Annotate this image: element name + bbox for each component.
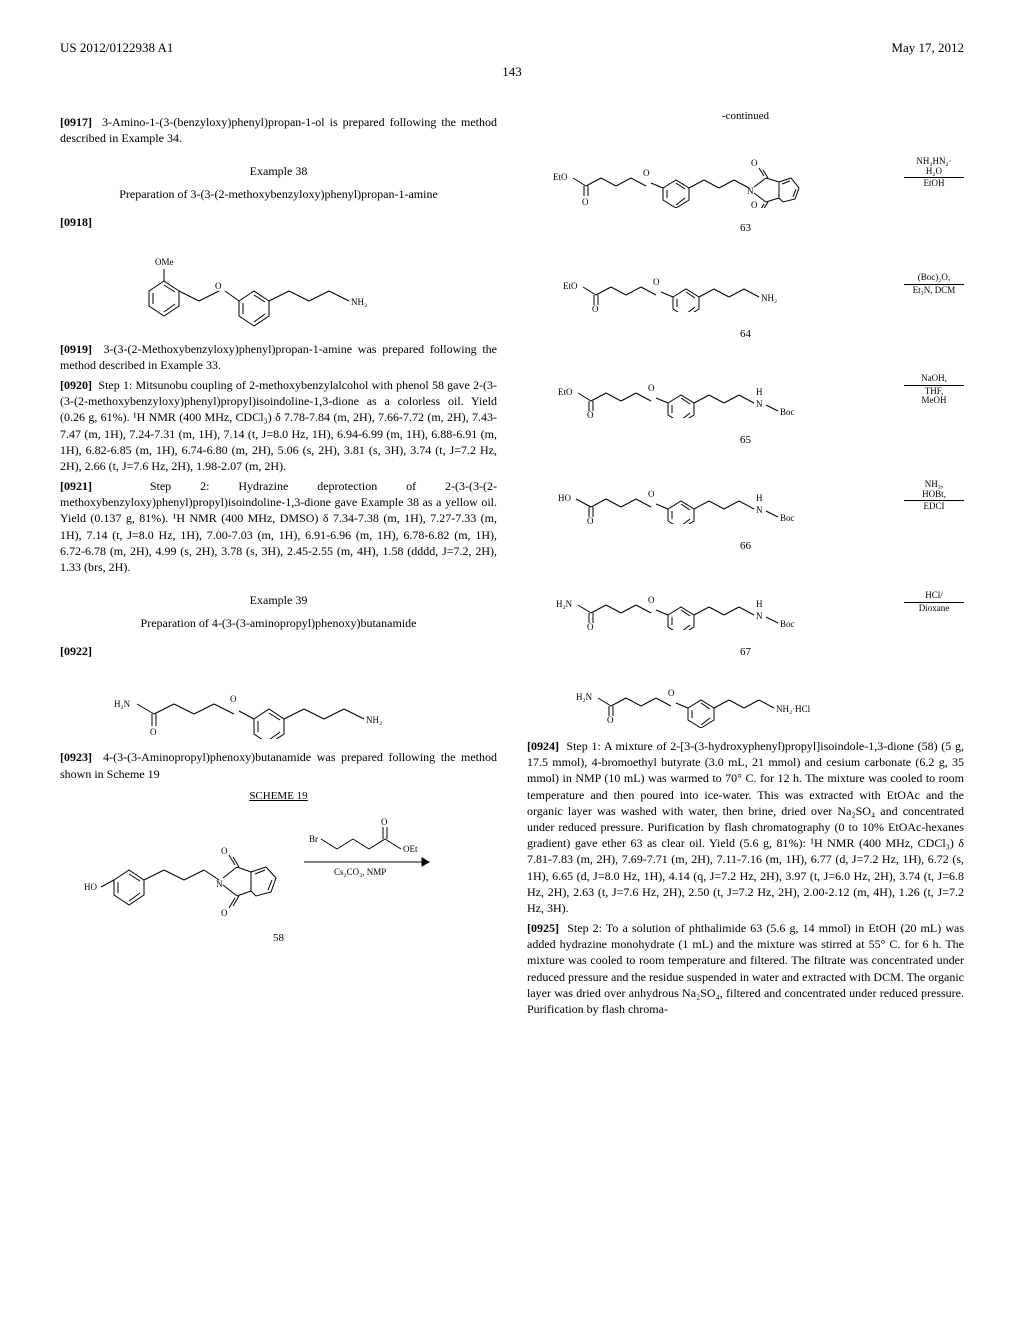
svg-text:O: O <box>587 410 594 418</box>
compound-64: 64 <box>527 328 964 340</box>
structure-67: H₂N O O H N <box>527 572 904 632</box>
para-0922: [0922] <box>60 643 497 659</box>
svg-text:O: O <box>582 197 589 207</box>
cond-65: NaOH, THF, MeOH <box>904 374 964 407</box>
svg-text:Br: Br <box>309 834 318 844</box>
svg-text:O: O <box>653 277 660 287</box>
structure-final: H₂N O O NH₂·HCl <box>527 668 964 728</box>
svg-text:N: N <box>747 186 754 196</box>
svg-text:OEt: OEt <box>403 844 418 854</box>
svg-text:EtO: EtO <box>558 387 573 397</box>
compound-67: 67 <box>527 646 964 658</box>
para-0917: [0917] 3-Amino-1-(3-(benzyloxy)phenyl)pr… <box>60 114 497 146</box>
svg-text:O: O <box>230 694 237 704</box>
svg-text:OMe: OMe <box>155 257 174 267</box>
svg-text:HO: HO <box>84 882 97 892</box>
svg-text:Boc: Boc <box>780 513 795 523</box>
example-39-title: Example 39 <box>60 593 497 608</box>
structure-65: EtO O O H N <box>527 360 904 420</box>
example-39-prep: Preparation of 4-(3-(3-aminopropyl)pheno… <box>60 616 497 631</box>
svg-text:O: O <box>751 158 758 168</box>
para-0925: [0925] Step 2: To a solution of phthalim… <box>527 920 964 1017</box>
svg-text:Boc: Boc <box>780 407 795 417</box>
compound-58: 58 <box>60 932 497 944</box>
svg-text:NH₂: NH₂ <box>761 293 777 303</box>
structure-ex39: H₂N O O NH₂ <box>60 669 497 739</box>
compound-66: 66 <box>527 540 964 552</box>
svg-text:H: H <box>756 387 763 397</box>
example-38-title: Example 38 <box>60 164 497 179</box>
scheme-19-label: SCHEME 19 <box>60 790 497 802</box>
svg-text:O: O <box>150 727 157 737</box>
cond-64: (Boc)₂O, Et₃N, DCM <box>904 273 964 296</box>
svg-text:O: O <box>648 595 655 605</box>
svg-text:N: N <box>756 505 763 515</box>
svg-text:H₂N: H₂N <box>576 692 593 702</box>
svg-text:O: O <box>592 304 599 312</box>
cond-66: NH₃, HOBt, EDCI <box>904 480 964 513</box>
svg-text:Boc: Boc <box>780 619 795 629</box>
structure-64: EtO O O NH₂ <box>527 254 904 314</box>
right-column: -continued EtO O O <box>527 110 964 1021</box>
svg-text:N: N <box>216 879 223 889</box>
left-column: [0917] 3-Amino-1-(3-(benzyloxy)phenyl)pr… <box>60 110 497 1021</box>
svg-text:H₂N: H₂N <box>114 699 131 709</box>
svg-text:EtO: EtO <box>553 172 568 182</box>
para-0924: [0924] Step 1: A mixture of 2-[3-(3-hydr… <box>527 738 964 916</box>
patent-date: May 17, 2012 <box>891 40 964 56</box>
svg-text:O: O <box>643 168 650 178</box>
example-38-prep: Preparation of 3-(3-(2-methoxybenzyloxy)… <box>60 187 497 202</box>
svg-text:O: O <box>668 688 675 698</box>
svg-text:O: O <box>587 622 594 630</box>
svg-text:N: N <box>756 611 763 621</box>
para-0923: [0923] 4-(3-(3-Aminopropyl)phenoxy)butan… <box>60 749 497 781</box>
continued-label: -continued <box>527 110 964 122</box>
svg-text:H: H <box>756 599 763 609</box>
svg-text:HO: HO <box>558 493 571 503</box>
structure-63: EtO O O N <box>527 138 904 208</box>
svg-text:O: O <box>221 846 228 856</box>
svg-text:O: O <box>751 200 758 208</box>
svg-text:EtO: EtO <box>563 281 578 291</box>
svg-text:O: O <box>215 281 222 291</box>
para-0920: [0920] Step 1: Mitsunobu coupling of 2-m… <box>60 377 497 474</box>
svg-text:NH₂: NH₂ <box>366 715 382 725</box>
para-0919: [0919] 3-(3-(2-Methoxybenzyloxy)phenyl)p… <box>60 341 497 373</box>
svg-text:O: O <box>381 817 388 827</box>
svg-text:Cs₂CO₃, NMP: Cs₂CO₃, NMP <box>334 867 386 877</box>
svg-text:H: H <box>756 493 763 503</box>
cond-67: HCl/ Dioxane <box>904 591 964 614</box>
structure-66: HO O O H N <box>527 466 904 526</box>
scheme19-start: HO N <box>60 812 497 922</box>
cond-63: NH₂HN₂· H₂O EtOH <box>904 157 964 190</box>
svg-text:O: O <box>648 383 655 393</box>
compound-63: 63 <box>527 222 964 234</box>
svg-text:O: O <box>221 908 228 918</box>
svg-text:NH₂: NH₂ <box>351 297 367 307</box>
para-0918: [0918] <box>60 214 497 230</box>
svg-text:O: O <box>607 715 614 725</box>
svg-text:O: O <box>648 489 655 499</box>
page-number: 143 <box>60 64 964 80</box>
para-0921: [0921] Step 2: Hydrazine deprotection of… <box>60 478 497 575</box>
svg-text:H₂N: H₂N <box>556 599 573 609</box>
svg-text:O: O <box>587 516 594 524</box>
svg-text:NH₂·HCl: NH₂·HCl <box>776 704 811 714</box>
compound-65: 65 <box>527 434 964 446</box>
patent-number: US 2012/0122938 A1 <box>60 40 173 56</box>
structure-ex38: OMe O NH₂ <box>60 241 497 331</box>
svg-text:N: N <box>756 399 763 409</box>
